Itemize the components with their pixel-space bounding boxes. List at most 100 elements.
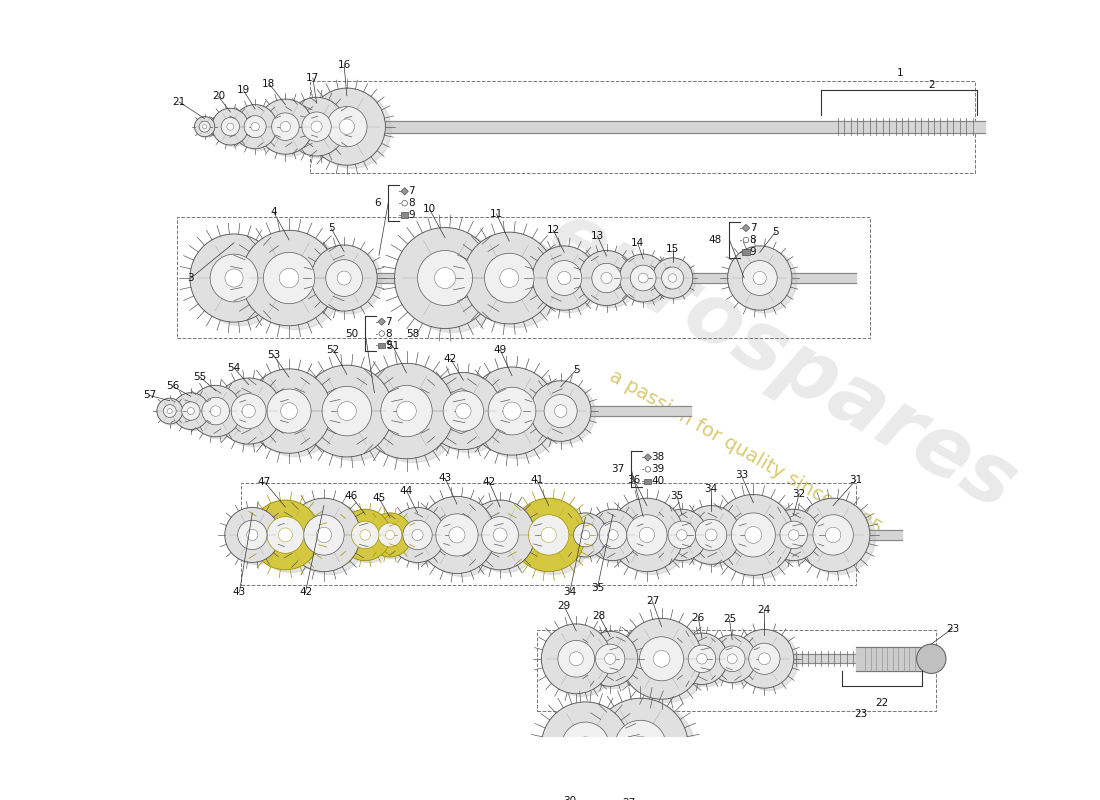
Ellipse shape xyxy=(558,271,571,285)
Bar xyxy=(378,342,385,348)
Ellipse shape xyxy=(745,526,761,543)
Ellipse shape xyxy=(238,520,267,550)
Polygon shape xyxy=(682,506,745,566)
Text: 31: 31 xyxy=(849,475,862,485)
Text: 58: 58 xyxy=(407,329,420,338)
Ellipse shape xyxy=(267,389,311,433)
Circle shape xyxy=(379,330,385,336)
Ellipse shape xyxy=(267,517,304,554)
Polygon shape xyxy=(241,230,344,330)
Text: 29: 29 xyxy=(558,602,571,611)
Ellipse shape xyxy=(157,398,183,424)
Ellipse shape xyxy=(202,125,207,129)
Text: 9: 9 xyxy=(385,341,392,350)
Ellipse shape xyxy=(630,265,656,291)
Polygon shape xyxy=(583,631,641,689)
Polygon shape xyxy=(563,513,611,558)
Text: 9: 9 xyxy=(408,210,415,220)
Text: 21: 21 xyxy=(173,97,186,107)
Ellipse shape xyxy=(639,527,654,542)
Ellipse shape xyxy=(593,698,689,794)
Ellipse shape xyxy=(212,108,249,145)
Ellipse shape xyxy=(607,530,618,540)
Ellipse shape xyxy=(244,116,266,138)
Ellipse shape xyxy=(443,391,484,431)
Ellipse shape xyxy=(311,245,377,311)
Ellipse shape xyxy=(541,624,612,694)
Ellipse shape xyxy=(359,363,454,458)
Ellipse shape xyxy=(563,513,607,557)
Ellipse shape xyxy=(587,510,639,561)
Text: 6: 6 xyxy=(374,198,381,208)
Ellipse shape xyxy=(202,398,230,425)
Polygon shape xyxy=(652,258,696,300)
Ellipse shape xyxy=(195,117,214,137)
Ellipse shape xyxy=(576,737,594,755)
Ellipse shape xyxy=(661,267,683,289)
Ellipse shape xyxy=(418,496,495,574)
Ellipse shape xyxy=(317,527,331,542)
Ellipse shape xyxy=(813,514,854,555)
Polygon shape xyxy=(246,369,338,457)
Polygon shape xyxy=(251,500,326,573)
Text: 27: 27 xyxy=(621,798,635,800)
Ellipse shape xyxy=(190,234,278,322)
Circle shape xyxy=(402,201,407,206)
Ellipse shape xyxy=(796,498,870,572)
Ellipse shape xyxy=(639,637,683,681)
Polygon shape xyxy=(257,99,317,156)
Ellipse shape xyxy=(287,98,345,156)
Text: 38: 38 xyxy=(651,453,664,462)
Text: 23: 23 xyxy=(946,623,959,634)
Ellipse shape xyxy=(695,519,727,550)
Bar xyxy=(310,81,976,173)
Ellipse shape xyxy=(615,720,667,772)
Ellipse shape xyxy=(652,258,693,298)
Text: 20: 20 xyxy=(212,91,226,102)
Ellipse shape xyxy=(727,654,737,664)
Ellipse shape xyxy=(676,633,727,685)
Ellipse shape xyxy=(455,403,471,418)
Text: 1: 1 xyxy=(896,68,903,78)
Ellipse shape xyxy=(241,230,337,326)
Ellipse shape xyxy=(541,527,557,542)
Polygon shape xyxy=(301,366,399,461)
Text: 45: 45 xyxy=(373,494,386,503)
Ellipse shape xyxy=(301,365,393,457)
Ellipse shape xyxy=(199,121,210,132)
Ellipse shape xyxy=(601,273,612,284)
Ellipse shape xyxy=(558,641,595,677)
Ellipse shape xyxy=(605,654,616,664)
Ellipse shape xyxy=(227,123,234,130)
Ellipse shape xyxy=(573,523,597,547)
Ellipse shape xyxy=(600,521,627,549)
Polygon shape xyxy=(212,108,252,146)
Text: 12: 12 xyxy=(547,226,560,235)
Text: 43: 43 xyxy=(233,587,246,597)
Ellipse shape xyxy=(434,267,455,289)
Ellipse shape xyxy=(340,510,390,561)
Ellipse shape xyxy=(378,523,402,547)
Text: 55: 55 xyxy=(194,372,207,382)
Text: 26: 26 xyxy=(692,613,705,622)
Text: 53: 53 xyxy=(267,350,280,360)
Ellipse shape xyxy=(339,119,354,134)
Ellipse shape xyxy=(468,367,557,455)
Text: 13: 13 xyxy=(591,231,604,241)
Polygon shape xyxy=(735,630,799,690)
Ellipse shape xyxy=(280,122,290,132)
Text: 42: 42 xyxy=(444,354,458,364)
Ellipse shape xyxy=(418,250,473,306)
Ellipse shape xyxy=(167,409,173,414)
Ellipse shape xyxy=(668,521,695,549)
Text: 49: 49 xyxy=(494,345,507,354)
Ellipse shape xyxy=(544,394,578,427)
Ellipse shape xyxy=(780,521,807,549)
Text: 27: 27 xyxy=(646,596,659,606)
Ellipse shape xyxy=(337,271,351,285)
Polygon shape xyxy=(359,363,461,462)
Ellipse shape xyxy=(676,530,688,540)
Text: 36: 36 xyxy=(627,475,640,485)
Ellipse shape xyxy=(488,387,536,435)
Polygon shape xyxy=(513,498,591,574)
